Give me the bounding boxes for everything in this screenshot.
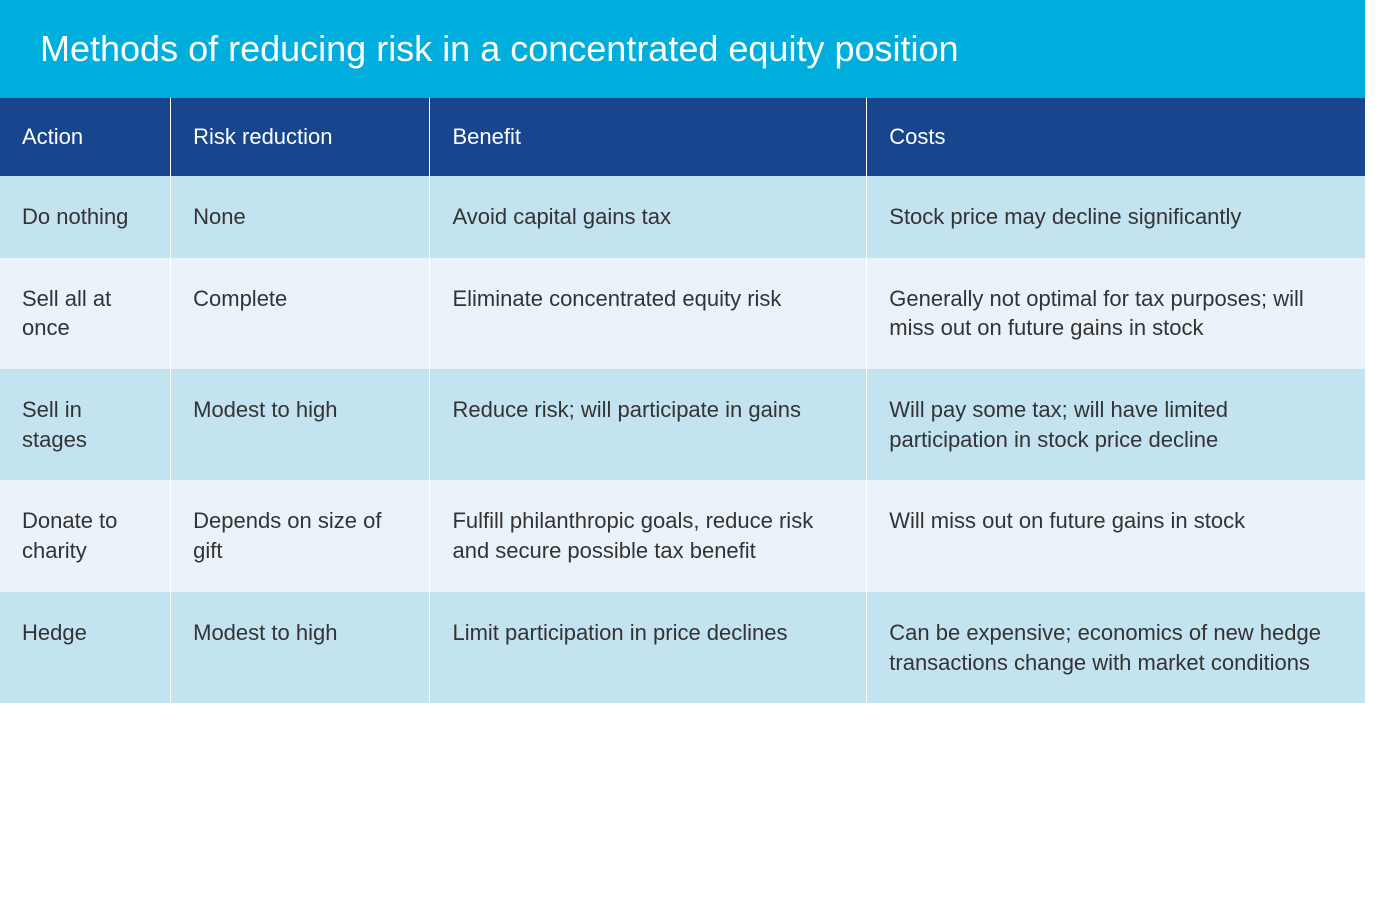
cell-costs: Stock price may decline significantly bbox=[867, 176, 1365, 258]
cell-costs: Will pay some tax; will have limited par… bbox=[867, 369, 1365, 480]
cell-risk: Depends on size of gift bbox=[171, 480, 430, 591]
table-row: Hedge Modest to high Limit participation… bbox=[0, 592, 1365, 703]
table-row: Do nothing None Avoid capital gains tax … bbox=[0, 176, 1365, 258]
col-header-risk: Risk reduction bbox=[171, 98, 430, 176]
cell-action: Sell in stages bbox=[0, 369, 171, 480]
cell-costs: Generally not optimal for tax purposes; … bbox=[867, 258, 1365, 369]
col-header-benefit: Benefit bbox=[430, 98, 867, 176]
risk-methods-table: Action Risk reduction Benefit Costs Do n… bbox=[0, 98, 1365, 703]
cell-costs: Will miss out on future gains in stock bbox=[867, 480, 1365, 591]
col-header-costs: Costs bbox=[867, 98, 1365, 176]
cell-action: Hedge bbox=[0, 592, 171, 703]
table-row: Sell in stages Modest to high Reduce ris… bbox=[0, 369, 1365, 480]
cell-benefit: Reduce risk; will participate in gains bbox=[430, 369, 867, 480]
table-title: Methods of reducing risk in a concentrat… bbox=[0, 0, 1365, 98]
cell-benefit: Fulfill philanthropic goals, reduce risk… bbox=[430, 480, 867, 591]
cell-risk: Modest to high bbox=[171, 369, 430, 480]
cell-benefit: Limit participation in price declines bbox=[430, 592, 867, 703]
col-header-action: Action bbox=[0, 98, 171, 176]
table-container: Methods of reducing risk in a concentrat… bbox=[0, 0, 1365, 703]
cell-benefit: Eliminate concentrated equity risk bbox=[430, 258, 867, 369]
cell-action: Sell all at once bbox=[0, 258, 171, 369]
cell-risk: None bbox=[171, 176, 430, 258]
cell-action: Donate to charity bbox=[0, 480, 171, 591]
cell-action: Do nothing bbox=[0, 176, 171, 258]
cell-risk: Complete bbox=[171, 258, 430, 369]
table-header-row: Action Risk reduction Benefit Costs bbox=[0, 98, 1365, 176]
table-header: Action Risk reduction Benefit Costs bbox=[0, 98, 1365, 176]
cell-risk: Modest to high bbox=[171, 592, 430, 703]
cell-benefit: Avoid capital gains tax bbox=[430, 176, 867, 258]
table-row: Sell all at once Complete Eliminate conc… bbox=[0, 258, 1365, 369]
table-row: Donate to charity Depends on size of gif… bbox=[0, 480, 1365, 591]
table-body: Do nothing None Avoid capital gains tax … bbox=[0, 176, 1365, 703]
cell-costs: Can be expensive; economics of new hedge… bbox=[867, 592, 1365, 703]
